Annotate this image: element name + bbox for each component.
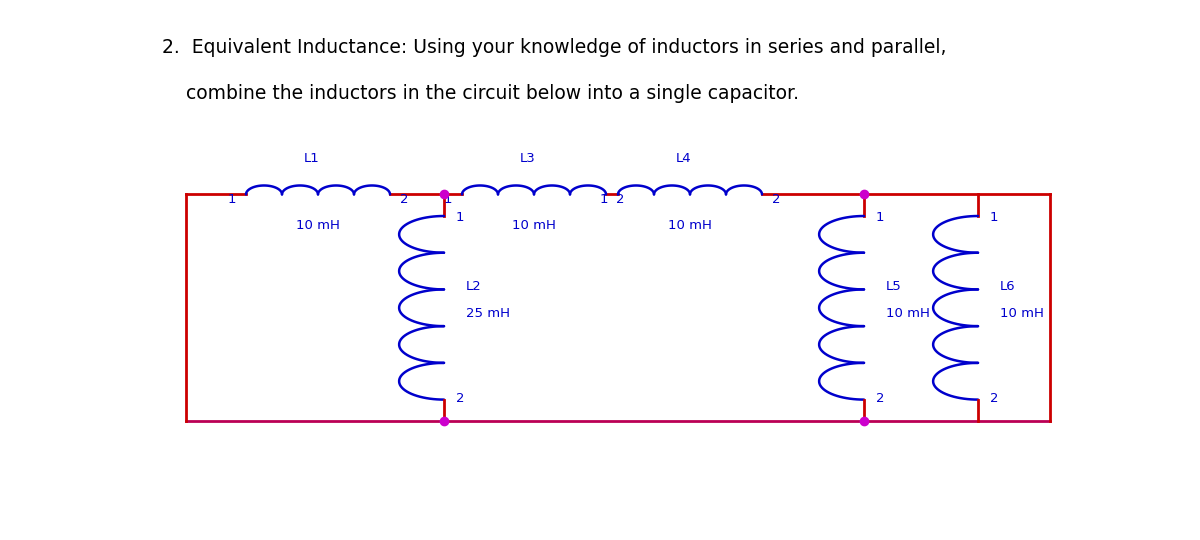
Text: L5: L5	[886, 280, 901, 293]
Text: L2: L2	[466, 280, 481, 293]
Text: 1: 1	[876, 211, 884, 224]
Text: 2: 2	[876, 392, 884, 405]
Text: L4: L4	[676, 152, 692, 165]
Text: 10 mH: 10 mH	[512, 219, 556, 232]
Text: 1: 1	[444, 193, 452, 206]
Text: 10 mH: 10 mH	[668, 219, 712, 232]
Text: 10 mH: 10 mH	[1000, 307, 1044, 320]
Text: 1: 1	[456, 211, 464, 224]
Text: 2: 2	[616, 193, 624, 206]
Text: 2.  Equivalent Inductance: Using your knowledge of inductors in series and paral: 2. Equivalent Inductance: Using your kno…	[162, 38, 947, 57]
Text: L3: L3	[520, 152, 536, 165]
Text: 10 mH: 10 mH	[886, 307, 930, 320]
Text: 1: 1	[600, 193, 608, 206]
Text: 25 mH: 25 mH	[466, 307, 510, 320]
Text: combine the inductors in the circuit below into a single capacitor.: combine the inductors in the circuit bel…	[162, 84, 799, 103]
Text: 2: 2	[990, 392, 998, 405]
Text: L1: L1	[304, 152, 320, 165]
Text: 10 mH: 10 mH	[296, 219, 340, 232]
Text: 2: 2	[400, 193, 408, 206]
Text: 1: 1	[228, 193, 236, 206]
Text: 1: 1	[990, 211, 998, 224]
Text: 2: 2	[456, 392, 464, 405]
Text: 2: 2	[772, 193, 780, 206]
Text: L6: L6	[1000, 280, 1015, 293]
